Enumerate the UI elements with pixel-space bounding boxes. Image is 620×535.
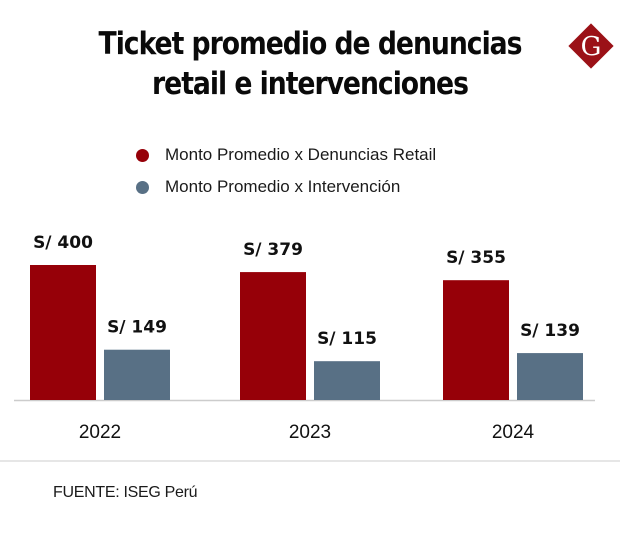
legend-dot-retail-icon (136, 148, 149, 162)
bar-retail-2023 (240, 272, 306, 400)
data-label-retail-2024: S/ 355 (446, 248, 506, 268)
data-label-intervencion-2024: S/ 139 (520, 321, 580, 341)
legend-dot-intervencion-icon (136, 180, 149, 194)
chart-title-line-2: retail e intervenciones (152, 66, 469, 102)
legend-label-intervencion: Monto Promedio x Intervención (165, 177, 401, 196)
source-note: FUENTE: ISEG Perú (53, 484, 198, 501)
bar-retail-2022 (30, 265, 96, 400)
bar-chart: S/ 400 S/ 149 2022 S/ 379 S/ 115 2023 S/ 355 S/… (14, 233, 595, 443)
data-label-retail-2022: S/ 400 (33, 233, 93, 253)
gestion-logo-icon: G (568, 23, 614, 69)
bar-intervencion-2022 (104, 349, 170, 400)
x-tick-label-2023: 2023 (289, 422, 331, 443)
logo-letter: G (581, 32, 602, 62)
data-label-retail-2023: S/ 379 (243, 240, 303, 260)
legend-item-retail: Monto Promedio x Denuncias Retail (136, 139, 436, 171)
chart-legend: Monto Promedio x Denuncias Retail Monto … (136, 139, 436, 203)
legend-label-retail: Monto Promedio x Denuncias Retail (165, 145, 437, 164)
x-tick-label-2022: 2022 (79, 422, 121, 443)
chart-title-line-1: Ticket promedio de denuncias (98, 26, 523, 62)
chart-title: Ticket promedio de denuncias retail e in… (43, 24, 576, 104)
data-label-intervencion-2022: S/ 149 (107, 318, 167, 338)
bar-retail-2024 (443, 280, 509, 400)
x-tick-label-2024: 2024 (492, 422, 535, 443)
data-label-intervencion-2023: S/ 115 (317, 329, 377, 349)
bar-intervencion-2024 (517, 353, 583, 400)
footer-divider (0, 460, 620, 462)
bar-intervencion-2023 (314, 361, 380, 400)
legend-item-intervencion: Monto Promedio x Intervención (136, 171, 436, 203)
